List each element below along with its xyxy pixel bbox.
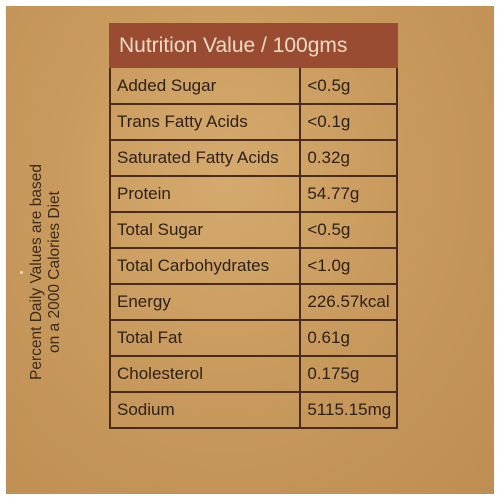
nutrition-table: Added Sugar <0.5g Trans Fatty Acids <0.1… — [108, 68, 398, 429]
nutrient-value: 54.77g — [299, 175, 398, 213]
nutrient-value: <0.5g — [299, 68, 398, 105]
nutrient-value: 0.32g — [299, 139, 398, 177]
nutrient-value: <0.1g — [299, 103, 398, 141]
nutrient-value: 0.61g — [299, 319, 398, 357]
table-row: Saturated Fatty Acids 0.32g — [108, 139, 398, 177]
table-row: Total Carbohydrates <1.0g — [108, 247, 398, 285]
decorative-dot — [20, 271, 23, 274]
nutrient-value: 226.57kcal — [299, 283, 398, 321]
table-row: Total Fat 0.61g — [108, 319, 398, 357]
nutrient-name: Cholesterol — [108, 355, 302, 393]
table-row: Added Sugar <0.5g — [108, 68, 398, 105]
table-row: Total Sugar <0.5g — [108, 211, 398, 249]
table-row: Trans Fatty Acids <0.1g — [108, 103, 398, 141]
nutrition-label: Percent Daily Values are based on a 2000… — [6, 6, 494, 494]
nutrient-name: Protein — [108, 175, 302, 213]
nutrient-name: Total Fat — [108, 319, 302, 357]
nutrient-value: 5115.15mg — [299, 391, 398, 429]
nutrient-name: Energy — [108, 283, 302, 321]
nutrient-value: <1.0g — [299, 247, 398, 285]
daily-values-note-line1: Percent Daily Values are based — [28, 164, 45, 380]
nutrient-value: <0.5g — [299, 211, 398, 249]
daily-values-note: Percent Daily Values are based on a 2000… — [28, 122, 64, 422]
nutrition-table-header: Nutrition Value / 100gms — [109, 23, 398, 68]
nutrient-name: Total Carbohydrates — [108, 247, 302, 285]
table-row: Energy 226.57kcal — [108, 283, 398, 321]
nutrient-value: 0.175g — [299, 355, 398, 393]
daily-values-note-line2: on a 2000 Calories Diet — [46, 191, 63, 353]
nutrient-name: Trans Fatty Acids — [108, 103, 302, 141]
nutrient-name: Total Sugar — [108, 211, 302, 249]
nutrient-name: Saturated Fatty Acids — [108, 139, 302, 177]
table-row: Sodium 5115.15mg — [108, 391, 398, 429]
table-row: Cholesterol 0.175g — [108, 355, 398, 393]
nutrient-name: Added Sugar — [108, 68, 302, 105]
table-row: Protein 54.77g — [108, 175, 398, 213]
nutrition-table-container: Nutrition Value / 100gms Added Sugar <0.… — [108, 23, 398, 429]
nutrient-name: Sodium — [108, 391, 302, 429]
